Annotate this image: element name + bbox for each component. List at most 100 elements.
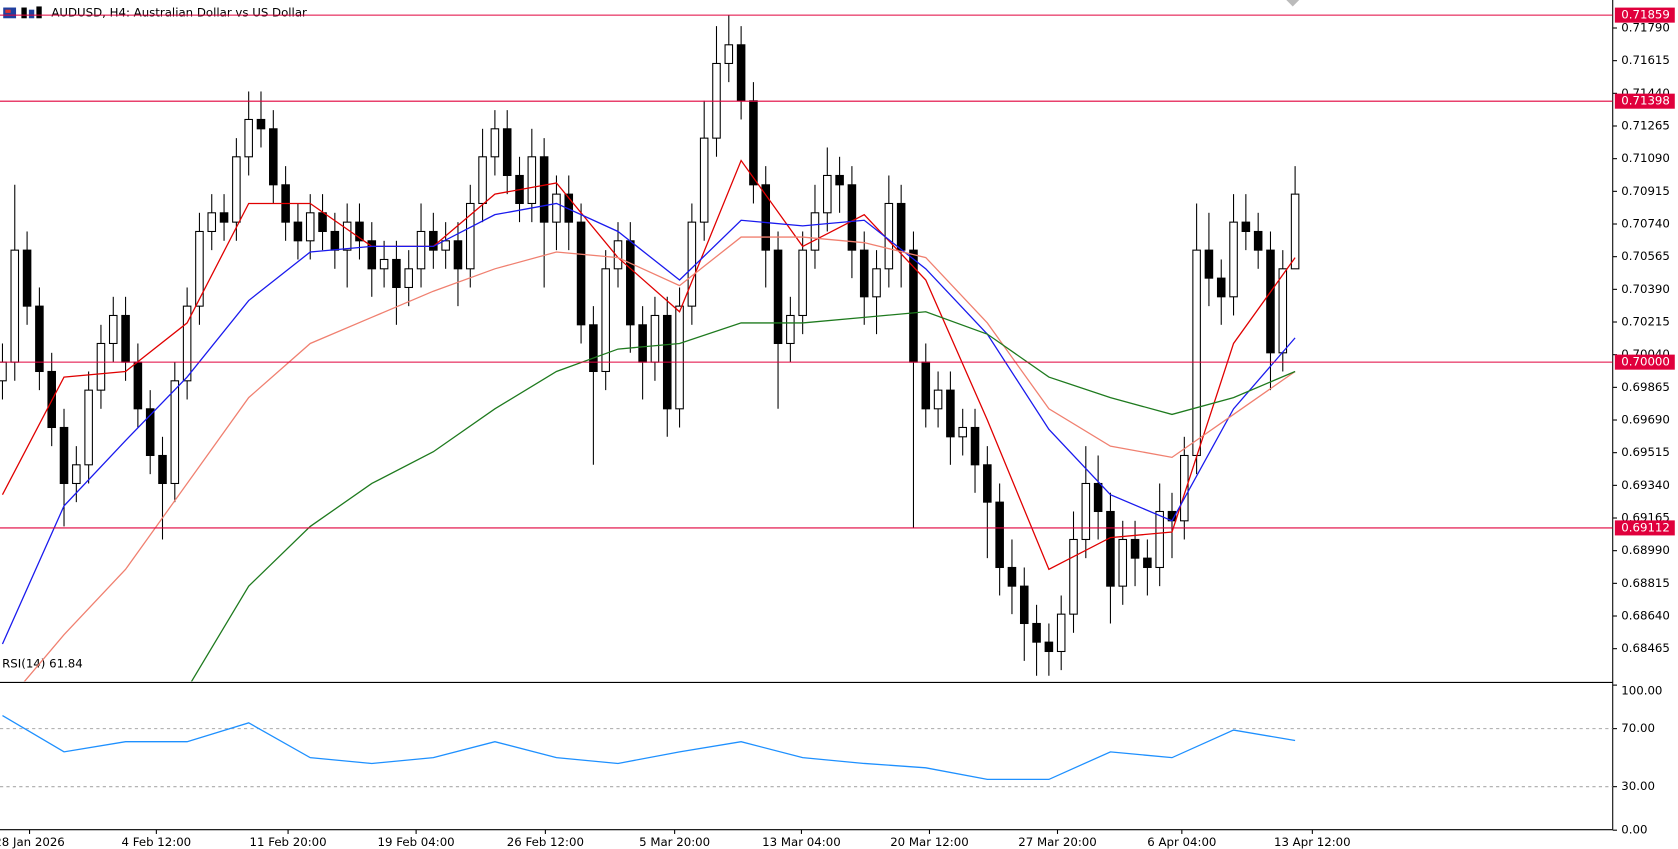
- candle-body: [392, 258, 401, 289]
- y-tick-label: 0.68815: [1621, 576, 1670, 590]
- candle-body: [404, 268, 414, 289]
- candle-body: [367, 240, 377, 270]
- candle-body: [576, 221, 586, 326]
- candle-body: [72, 464, 81, 485]
- candle-body: [921, 361, 931, 410]
- y-tick-label: 0.69515: [1621, 445, 1670, 459]
- y-tick-label: 0.70215: [1621, 314, 1670, 328]
- y-tick-label: 0.68990: [1621, 543, 1670, 557]
- candle-body: [1241, 221, 1251, 233]
- candle-body: [1204, 249, 1214, 279]
- candle-body: [96, 342, 106, 391]
- candle-body: [527, 156, 537, 205]
- y-tick-label: 0.70565: [1621, 249, 1670, 263]
- candle-body: [158, 454, 167, 485]
- x-tick-label: 27 Mar 20:00: [1018, 835, 1097, 849]
- candle-body: [626, 240, 635, 326]
- candle-body: [478, 156, 487, 205]
- candle-body: [219, 212, 229, 223]
- candle-body: [823, 174, 832, 214]
- candle-body: [958, 426, 967, 438]
- candle-body: [502, 128, 512, 177]
- candle-body: [355, 221, 364, 242]
- candle-body: [244, 118, 253, 158]
- candle-body: [293, 221, 303, 242]
- candle-body: [1069, 538, 1078, 615]
- candle-body: [786, 314, 795, 345]
- price-panel: [0, 14, 1613, 682]
- candle-body: [416, 230, 426, 270]
- candle-body: [1032, 622, 1041, 643]
- candle-body: [884, 202, 894, 270]
- candle-body: [232, 156, 241, 223]
- candle-body: [145, 408, 155, 457]
- candle-body: [1056, 613, 1066, 653]
- x-tick-label: 11 Feb 20:00: [250, 835, 327, 849]
- y-tick-label: 0.71090: [1621, 151, 1670, 165]
- candle-body: [847, 184, 857, 251]
- x-tick-label: 28 Jan 2026: [0, 835, 65, 849]
- candle-body: [133, 361, 143, 410]
- x-tick-label: 4 Feb 12:00: [122, 835, 192, 849]
- candle-body: [0, 361, 7, 382]
- candle-body: [699, 137, 709, 223]
- x-tick-label: 6 Apr 04:00: [1147, 835, 1216, 849]
- candle-body: [1216, 277, 1226, 298]
- candle-body: [256, 118, 266, 130]
- candle-body: [749, 100, 758, 186]
- candle-body: [1019, 585, 1029, 625]
- candle-body: [1106, 510, 1115, 587]
- candle-body: [22, 249, 32, 307]
- price-level-tag: [1614, 7, 1675, 23]
- candle-body: [269, 128, 278, 186]
- bar-icon: [28, 9, 35, 19]
- candle-body: [601, 268, 610, 373]
- candle-body: [1229, 221, 1238, 298]
- candle-body: [933, 389, 943, 410]
- candle-body: [761, 184, 771, 251]
- bar-icon: [36, 6, 42, 19]
- candle-body: [1290, 193, 1300, 270]
- candle-body: [84, 389, 93, 466]
- moving-average: [190, 311, 1296, 682]
- y-tick-label: 0.69690: [1621, 412, 1670, 426]
- candle-body: [59, 426, 69, 485]
- candle-body: [552, 193, 561, 223]
- candle-body: [946, 389, 955, 438]
- x-tick-label: 26 Feb 12:00: [507, 835, 584, 849]
- moving-average: [1, 159, 1296, 571]
- candle-body: [1192, 249, 1201, 457]
- candle-body: [207, 212, 217, 233]
- price-level-label: 0.69112: [1621, 520, 1670, 534]
- y-tick-label: 0.71615: [1621, 53, 1670, 67]
- candle-body: [1266, 249, 1275, 354]
- y-tick-label: 0.71790: [1621, 20, 1670, 34]
- candle-body: [773, 249, 783, 345]
- candle-body: [613, 240, 623, 270]
- candle-body: [342, 221, 352, 251]
- candle-body: [305, 212, 315, 242]
- candle-body: [182, 305, 192, 382]
- candle-body: [170, 380, 180, 485]
- moving-average: [1, 202, 1296, 645]
- x-tick-label: 20 Mar 12:00: [890, 835, 969, 849]
- x-tick-label: 13 Mar 04:00: [762, 835, 841, 849]
- candle-body: [896, 202, 906, 251]
- candle-body: [121, 314, 130, 363]
- candle-body: [330, 230, 340, 251]
- candle-body: [970, 426, 980, 466]
- candle-body: [736, 44, 746, 102]
- y-tick-label: 0.69340: [1621, 478, 1670, 492]
- candle-body: [10, 249, 20, 363]
- y-tick-label: 0.69865: [1621, 380, 1670, 394]
- candle-body: [318, 212, 327, 233]
- price-level-tag: [1614, 93, 1675, 109]
- bar-icon: [21, 7, 27, 19]
- candle-body: [453, 240, 463, 270]
- y-tick-label: 0.70915: [1621, 184, 1670, 198]
- candle-body: [1093, 482, 1103, 513]
- chart-title: AUDUSD, H4: Australian Dollar vs US Doll…: [51, 5, 307, 19]
- candle-body: [1007, 566, 1017, 587]
